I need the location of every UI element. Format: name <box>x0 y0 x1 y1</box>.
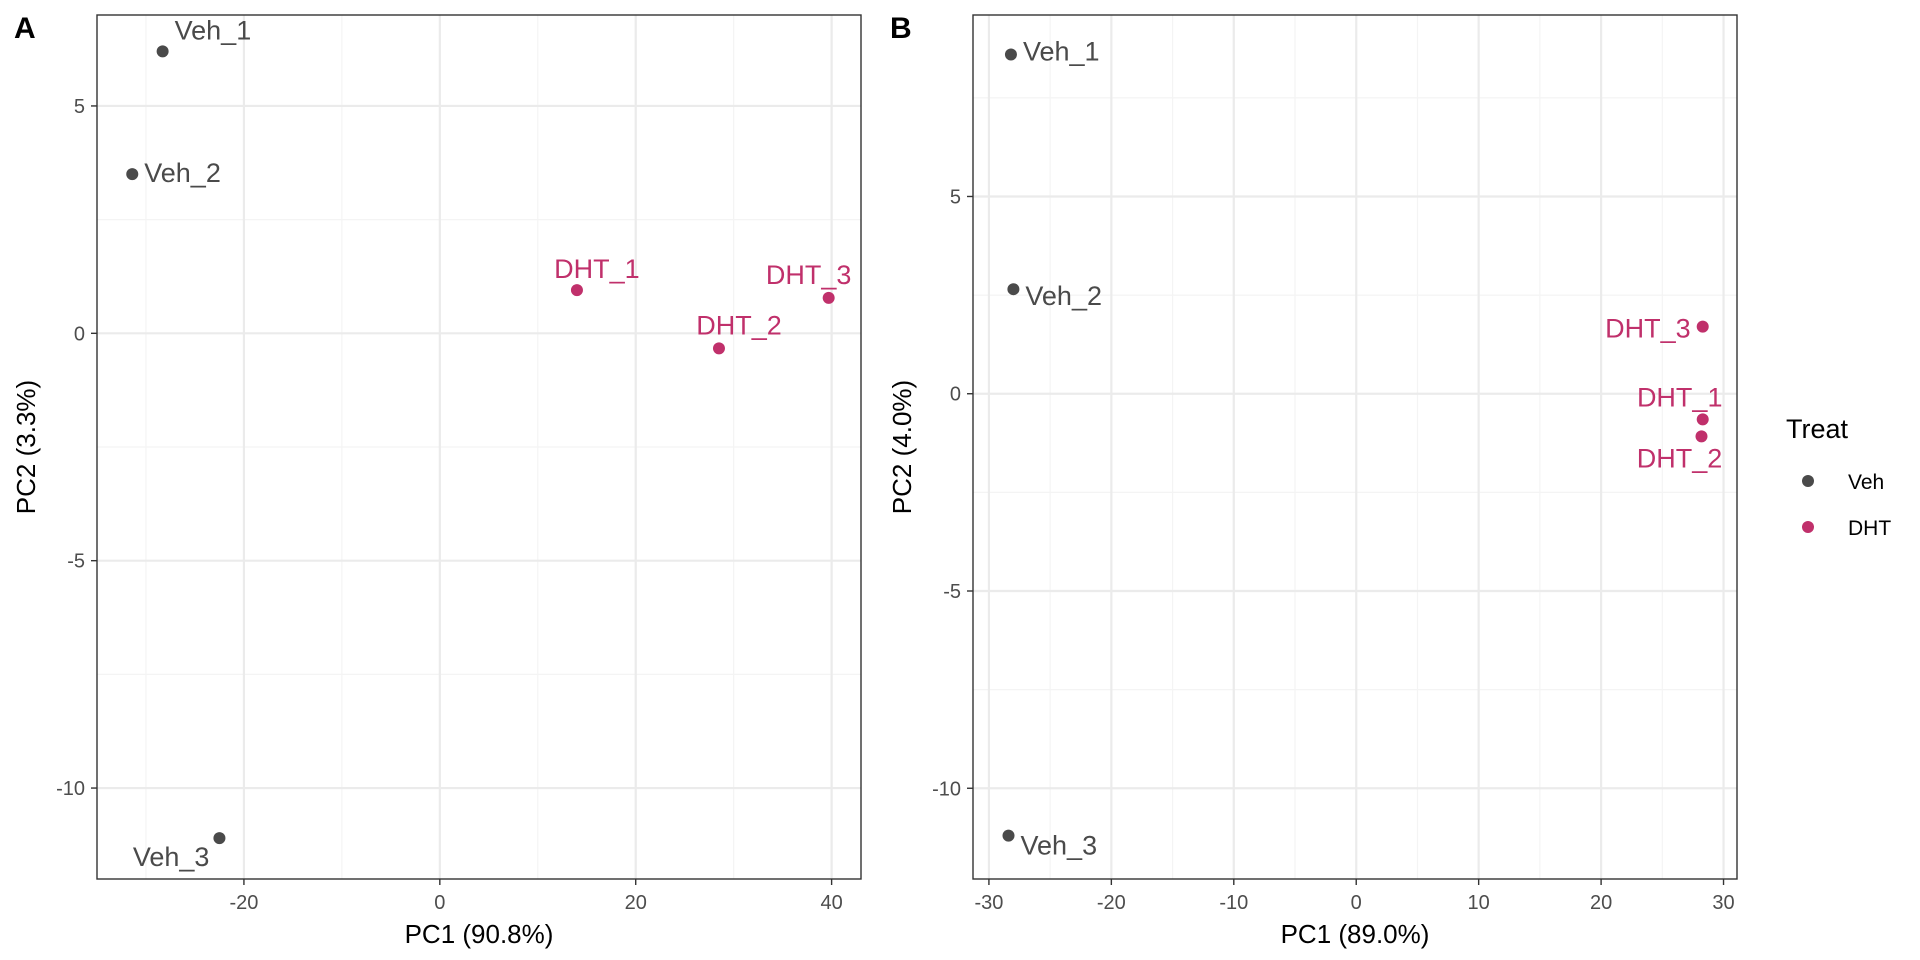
legend-label-veh: Veh <box>1848 471 1884 494</box>
data-point <box>156 45 169 58</box>
panel-label: A <box>14 12 36 45</box>
y-tick-label: 5 <box>74 96 85 118</box>
point-label: Veh_2 <box>1025 281 1102 311</box>
x-tick-label: 0 <box>1351 892 1362 914</box>
point-label: Veh_1 <box>175 15 252 45</box>
x-tick-label: -20 <box>1097 892 1126 914</box>
x-tick-label: -10 <box>1219 892 1248 914</box>
point-label: DHT_2 <box>696 310 782 340</box>
y-axis-title: PC2 (4.0%) <box>887 380 917 514</box>
x-tick-label: 30 <box>1712 892 1734 914</box>
point-label: DHT_3 <box>766 260 852 290</box>
y-tick-label: 0 <box>950 384 961 406</box>
y-tick-label: 0 <box>74 323 85 345</box>
panel-border <box>972 14 1738 880</box>
panel-border <box>96 14 862 880</box>
x-tick-label: 20 <box>1590 892 1612 914</box>
point-label: DHT_3 <box>1605 314 1691 344</box>
x-tick-label: -30 <box>974 892 1003 914</box>
y-tick-label: 5 <box>950 186 961 208</box>
legend-label-dht: DHT <box>1848 517 1891 540</box>
x-tick-label: -20 <box>229 892 258 914</box>
data-point <box>213 832 226 845</box>
data-point <box>822 291 835 304</box>
point-label: Veh_3 <box>1021 831 1098 861</box>
x-tick-label: 20 <box>625 892 647 914</box>
point-label: DHT_1 <box>1637 382 1723 412</box>
y-tick-label: -5 <box>943 581 961 603</box>
data-point <box>1695 430 1708 443</box>
data-point <box>570 284 583 297</box>
y-tick-label: -10 <box>56 778 85 800</box>
panel-B: -30 -20 -10 0 10 20 30 -10 -5 0 5 Veh_1 Veh_2 Veh_3 DH… <box>887 12 1738 949</box>
point-label: DHT_1 <box>554 254 640 284</box>
legend: Treat Veh DHT <box>1786 414 1891 540</box>
y-tick-label: -10 <box>932 778 961 800</box>
point-label: Veh_3 <box>133 842 210 872</box>
point-label: DHT_2 <box>1637 443 1723 473</box>
point-label: Veh_1 <box>1023 36 1100 66</box>
data-point <box>126 168 139 181</box>
data-point <box>1002 829 1015 842</box>
data-point <box>1007 283 1020 296</box>
legend-title: Treat <box>1786 414 1849 444</box>
y-tick-label: -5 <box>67 551 85 573</box>
legend-key-dht <box>1802 521 1814 533</box>
data-point <box>1004 48 1017 61</box>
point-label: Veh_2 <box>144 158 221 188</box>
panel-A: -20 0 20 40 -10 -5 0 5 Veh_1 Veh_2 Veh_3 DHT_1 DHT_2… <box>11 12 862 949</box>
data-point <box>1696 320 1709 333</box>
legend-key-veh <box>1802 475 1814 487</box>
plot-background <box>973 15 1737 879</box>
x-tick-label: 0 <box>434 892 445 914</box>
data-point <box>712 342 725 355</box>
x-tick-label: 40 <box>820 892 842 914</box>
panel-label: B <box>890 12 912 45</box>
data-point <box>1696 413 1709 426</box>
x-tick-label: 10 <box>1468 892 1490 914</box>
y-axis-title: PC2 (3.3%) <box>11 380 41 514</box>
x-axis-title: PC1 (90.8%) <box>405 919 554 949</box>
x-axis-title: PC1 (89.0%) <box>1281 919 1430 949</box>
